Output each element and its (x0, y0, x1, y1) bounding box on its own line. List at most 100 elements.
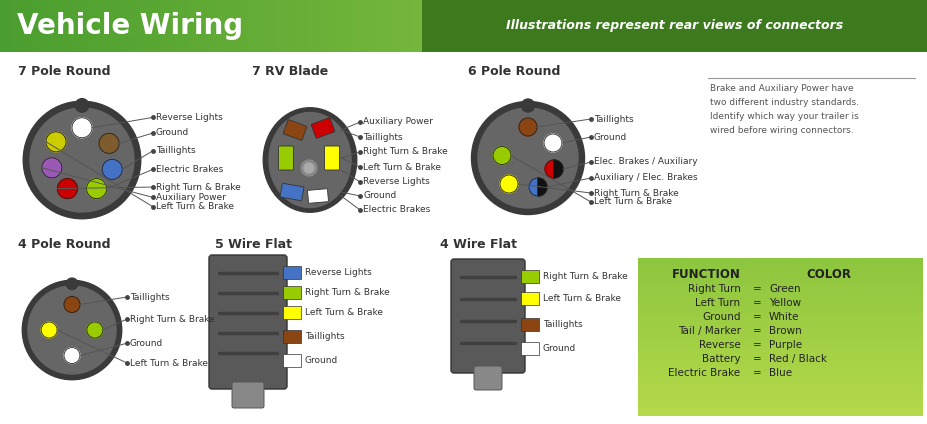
Text: Left Turn: Left Turn (694, 298, 740, 308)
Circle shape (521, 99, 534, 112)
Text: Green: Green (768, 284, 800, 294)
Text: Right Turn & Brake: Right Turn & Brake (593, 189, 678, 198)
Circle shape (22, 280, 121, 380)
Text: =: = (753, 326, 761, 336)
Text: Right Turn & Brake: Right Turn & Brake (305, 288, 389, 297)
Text: Taillights: Taillights (362, 132, 402, 142)
Text: 7 RV Blade: 7 RV Blade (252, 65, 328, 78)
Text: Ground: Ground (593, 132, 627, 142)
FancyBboxPatch shape (307, 189, 328, 203)
Text: Yellow: Yellow (768, 298, 800, 308)
Text: Ground: Ground (156, 128, 189, 137)
Wedge shape (553, 160, 563, 178)
Text: =: = (753, 354, 761, 364)
Text: Taillights: Taillights (156, 146, 196, 155)
Text: Ground: Ground (542, 344, 576, 353)
Text: =: = (753, 284, 761, 294)
Text: 6 Pole Round: 6 Pole Round (467, 65, 560, 78)
Text: White: White (768, 312, 799, 322)
Circle shape (41, 322, 57, 338)
Bar (283, 266, 300, 279)
Wedge shape (538, 178, 546, 196)
Text: Ground: Ground (362, 192, 396, 201)
Circle shape (64, 296, 80, 312)
Text: Left Turn & Brake: Left Turn & Brake (130, 359, 208, 368)
Text: =: = (753, 340, 761, 350)
Text: Taillights: Taillights (542, 320, 582, 329)
Text: =: = (753, 368, 761, 378)
Circle shape (471, 101, 584, 215)
Text: Battery: Battery (701, 354, 740, 364)
Text: Left Turn & Brake: Left Turn & Brake (542, 294, 620, 303)
Circle shape (86, 179, 107, 198)
Text: Right Turn: Right Turn (687, 284, 740, 294)
FancyBboxPatch shape (278, 146, 293, 170)
Text: Auxiliary Power: Auxiliary Power (362, 117, 433, 126)
Circle shape (72, 118, 92, 138)
Circle shape (46, 132, 66, 152)
Ellipse shape (269, 112, 350, 207)
Circle shape (23, 101, 141, 219)
Text: Illustrations represent rear views of connectors: Illustrations represent rear views of co… (506, 20, 843, 33)
Text: Taillights: Taillights (305, 332, 344, 341)
Text: Left Turn & Brake: Left Turn & Brake (156, 202, 234, 211)
Text: Electric Brakes: Electric Brakes (156, 165, 223, 174)
Text: Brake and Auxiliary Power have
two different industry standards.
Identify which : Brake and Auxiliary Power have two diffe… (709, 84, 858, 135)
FancyBboxPatch shape (280, 183, 303, 201)
Text: Auxiliary / Elec. Brakes: Auxiliary / Elec. Brakes (593, 173, 697, 182)
Bar (520, 292, 539, 305)
Text: Red / Black: Red / Black (768, 354, 826, 364)
Text: 4 Wire Flat: 4 Wire Flat (439, 238, 516, 251)
Text: Electric Brakes: Electric Brakes (362, 206, 430, 215)
FancyBboxPatch shape (232, 382, 263, 408)
Text: Left Turn & Brake: Left Turn & Brake (305, 308, 383, 317)
Text: 4 Pole Round: 4 Pole Round (18, 238, 110, 251)
Circle shape (300, 160, 317, 176)
Text: FUNCTION: FUNCTION (671, 268, 740, 281)
Circle shape (28, 286, 116, 374)
Text: Right Turn & Brake: Right Turn & Brake (130, 315, 214, 324)
Text: Ground: Ground (702, 312, 740, 322)
Circle shape (99, 134, 119, 153)
Wedge shape (528, 178, 538, 196)
Bar (283, 286, 300, 299)
Text: Vehicle Wiring: Vehicle Wiring (17, 12, 243, 40)
Text: Taillights: Taillights (593, 114, 633, 123)
Circle shape (75, 99, 89, 112)
FancyBboxPatch shape (283, 120, 307, 140)
Text: =: = (753, 312, 761, 322)
Text: Reverse Lights: Reverse Lights (156, 113, 222, 122)
FancyBboxPatch shape (311, 118, 335, 138)
Text: Reverse Lights: Reverse Lights (305, 268, 372, 277)
Circle shape (500, 175, 517, 193)
Text: =: = (753, 298, 761, 308)
Text: Electric Brake: Electric Brake (667, 368, 740, 378)
Text: Ground: Ground (130, 339, 163, 348)
Text: Right Turn & Brake: Right Turn & Brake (156, 183, 240, 192)
Text: COLOR: COLOR (806, 268, 851, 281)
Circle shape (30, 108, 133, 212)
Circle shape (42, 158, 62, 178)
Circle shape (518, 118, 537, 136)
Text: Tail / Marker: Tail / Marker (677, 326, 740, 336)
Circle shape (492, 147, 511, 165)
Bar (283, 306, 300, 319)
Bar (283, 330, 300, 343)
Text: Blue: Blue (768, 368, 792, 378)
FancyBboxPatch shape (451, 259, 525, 373)
Wedge shape (544, 160, 553, 178)
Circle shape (57, 179, 77, 198)
Circle shape (543, 134, 562, 152)
Circle shape (66, 278, 78, 290)
Circle shape (102, 159, 122, 179)
Text: Right Turn & Brake: Right Turn & Brake (362, 148, 448, 156)
Text: Taillights: Taillights (130, 293, 170, 301)
Circle shape (477, 108, 578, 208)
Text: Reverse Lights: Reverse Lights (362, 178, 429, 187)
Bar (283, 354, 300, 367)
Circle shape (304, 163, 313, 173)
Text: Elec. Brakes / Auxiliary: Elec. Brakes / Auxiliary (593, 157, 697, 167)
FancyBboxPatch shape (209, 255, 286, 389)
Text: Left Turn & Brake: Left Turn & Brake (362, 162, 440, 171)
Text: Reverse: Reverse (698, 340, 740, 350)
